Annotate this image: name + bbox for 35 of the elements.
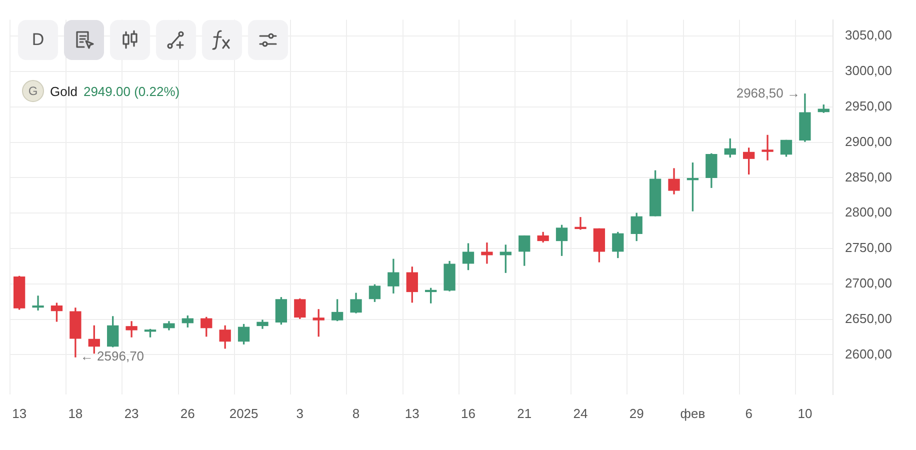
- y-tick-label: 2950,00: [845, 98, 892, 114]
- x-tick-label: 10: [798, 406, 812, 421]
- x-tick-label: 13: [404, 406, 420, 421]
- candlestick: [481, 242, 493, 264]
- text: 2949.00 (0.22%): [83, 84, 180, 98]
- x-tick-label: 6: [745, 406, 752, 421]
- x-tick-label: фев: [680, 406, 706, 421]
- candlestick: [762, 134, 774, 160]
- y-tick-label: 2650,00: [845, 310, 892, 326]
- y-tick-label: 2700,00: [845, 276, 892, 291]
- x-tick-label: 8: [352, 406, 360, 421]
- x-tick-label: 26: [180, 406, 195, 421]
- x-tick-label: 23: [124, 406, 139, 421]
- candlestick: [574, 217, 586, 230]
- annotation: ← 2596,70: [80, 348, 144, 364]
- x-tick-label: 16: [461, 406, 476, 421]
- x-tick-label: 21: [517, 406, 532, 421]
- x-tick-label: 18: [68, 406, 83, 421]
- x-tick-label: 2025: [229, 406, 258, 421]
- x-tick-label: 29: [629, 406, 644, 421]
- y-tick-label: 2800,00: [845, 204, 892, 220]
- x-tick-label: 13: [12, 406, 27, 421]
- text: Gold: [50, 84, 78, 98]
- y-tick-label: 3050,00: [845, 28, 892, 43]
- x-tick-label: 3: [296, 406, 304, 421]
- timeframe-button: D: [18, 20, 58, 60]
- candlestick: [32, 296, 44, 310]
- y-tick-label: 2900,00: [845, 134, 892, 149]
- x-tick-label: 24: [573, 406, 588, 421]
- annotation: 2968,50 →: [736, 85, 800, 100]
- y-tick-label: 3000,00: [845, 63, 892, 78]
- y-tick-label: 2600,00: [845, 346, 892, 362]
- letter-badge-icon: G: [22, 80, 44, 102]
- y-tick-label: 2750,00: [845, 240, 892, 256]
- y-tick-label: 2850,00: [845, 169, 892, 184]
